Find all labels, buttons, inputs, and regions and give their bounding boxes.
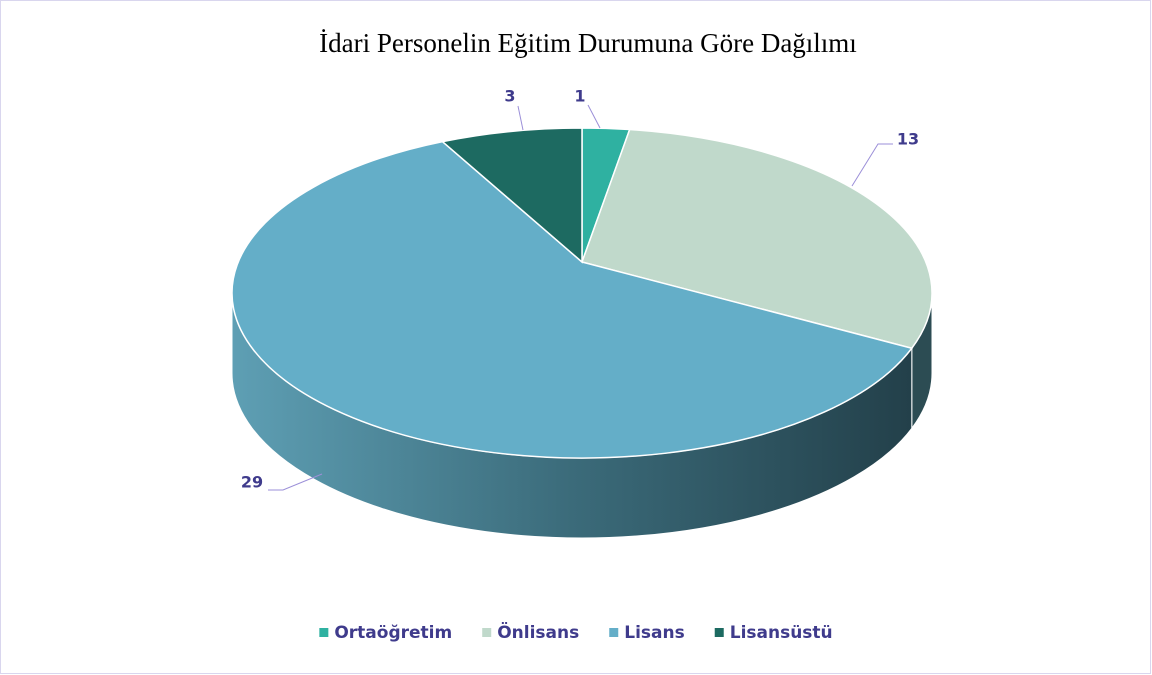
leader-line [851, 143, 893, 187]
pie-slice [581, 128, 933, 350]
legend-label: Lisans [624, 623, 684, 643]
pie: 1 13 29 3 [231, 87, 933, 539]
legend-swatch [319, 628, 329, 637]
legend-label: Önlisans [497, 621, 579, 643]
data-label: 13 [897, 130, 919, 149]
legend-label: Ortaöğretim [334, 623, 452, 643]
pie-slice [440, 127, 583, 264]
legend-swatch [609, 628, 619, 637]
legend-swatch [482, 628, 492, 637]
legend: Ortaöğretim Önlisans Lisans Lisansüstü [319, 621, 833, 643]
leader-line [268, 473, 323, 491]
data-label: 1 [574, 87, 585, 106]
data-label: 29 [241, 473, 263, 492]
leader-line [517, 105, 524, 131]
data-label: 3 [504, 87, 515, 106]
legend-swatch [714, 628, 724, 637]
legend-label: Lisansüstü [730, 623, 833, 643]
leader-line [587, 104, 601, 129]
chart-title: İdari Personelin Eğitim Durumuna Göre Da… [319, 28, 857, 58]
pie-slice [231, 140, 914, 459]
